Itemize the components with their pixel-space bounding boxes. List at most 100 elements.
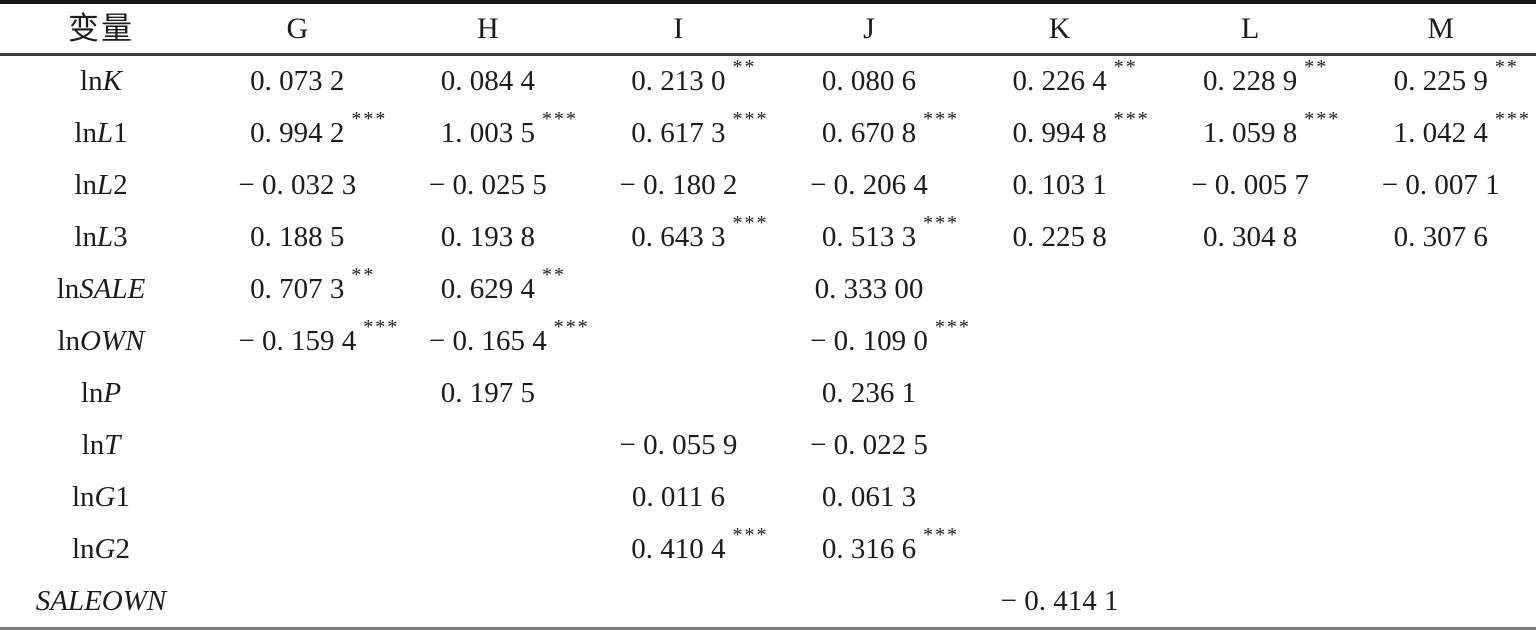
row-label-prefix: ln — [81, 428, 105, 461]
coefficient-cell: − 0. 007 1 — [1345, 171, 1536, 200]
table-row: lnL3 0. 188 5 0. 193 8 0. 643 3 *** 0. 513 3 *… — [0, 212, 1536, 264]
significance-stars: *** — [732, 523, 769, 546]
coefficient-number: − 0. 414 1 — [1000, 584, 1119, 617]
row-label-prefix: ln — [74, 221, 97, 254]
coefficient-value: 0. 994 8 *** — [1012, 109, 1147, 148]
row-label-prefix: ln — [80, 65, 103, 98]
significance-stars: *** — [1494, 108, 1531, 131]
coefficient-number: 0. 225 9 — [1393, 65, 1488, 98]
row-label-prefix: ln — [57, 324, 81, 357]
coefficient-cell: 1. 003 5 *** — [393, 109, 584, 148]
significance-stars: ** — [1494, 56, 1519, 79]
row-label: lnK — [0, 67, 202, 96]
coefficient-number: 0. 188 5 — [250, 221, 345, 254]
table-row: lnL2 − 0. 032 3 − 0. 025 5 − 0. 180 2 − 0. 2… — [0, 160, 1536, 212]
row-label-prefix: ln — [74, 169, 97, 202]
coefficient-value: − 0. 025 5 — [429, 171, 547, 200]
coefficient-cell: 0. 226 4 ** — [964, 57, 1155, 98]
coefficient-cell: 0. 225 8 — [964, 223, 1155, 252]
coefficient-value: − 0. 007 1 — [1382, 171, 1500, 200]
significance-stars: *** — [553, 315, 590, 338]
row-label-prefix: ln — [56, 273, 80, 306]
significance-stars: *** — [923, 523, 960, 546]
coefficient-value: − 0. 159 4 *** — [238, 317, 397, 356]
coefficient-number: 0. 073 2 — [250, 65, 345, 98]
coefficient-number: 0. 225 8 — [1012, 221, 1107, 254]
coefficient-number: − 0. 032 3 — [238, 169, 357, 202]
coefficient-cell: 0. 073 2 — [202, 67, 393, 96]
coefficient-number: 0. 307 6 — [1393, 221, 1488, 254]
coefficient-value: − 0. 055 9 — [619, 430, 737, 460]
row-label: lnSALE — [0, 275, 202, 304]
row-label-prefix: ln — [71, 480, 95, 513]
coefficient-value: 0. 316 6 *** — [821, 525, 957, 565]
row-label-suffix: 3 — [113, 221, 128, 254]
coefficient-value: 0. 707 3 ** — [250, 265, 373, 304]
row-label-suffix: 2 — [113, 169, 128, 202]
coefficient-number: 0. 617 3 — [631, 117, 726, 150]
coefficient-cell: 0. 084 4 — [393, 67, 584, 96]
coefficient-cell: 0. 193 8 — [393, 223, 584, 252]
row-label-prefix: ln — [74, 117, 97, 150]
coefficient-cell: 0. 080 6 — [774, 67, 965, 96]
column-header-h: H — [477, 11, 499, 45]
coefficient-value: − 0. 165 4 *** — [428, 317, 588, 357]
coefficient-value: 0. 994 2 *** — [250, 109, 385, 148]
row-label: lnL1 — [0, 119, 202, 148]
coefficient-number: − 0. 109 0 — [810, 324, 928, 357]
coefficient-number: 0. 236 1 — [821, 376, 917, 409]
significance-stars: *** — [732, 108, 769, 131]
coefficient-number: − 0. 005 7 — [1191, 169, 1310, 202]
coefficient-value: 0. 226 4 ** — [1012, 57, 1135, 98]
significance-stars: *** — [351, 108, 388, 131]
coefficient-number: − 0. 180 2 — [619, 169, 738, 202]
coefficient-cell: 1. 059 8 *** — [1155, 109, 1346, 148]
row-label-it: SALEOWN — [35, 584, 167, 617]
column-header-k: K — [1048, 11, 1071, 45]
coefficient-number: − 0. 025 5 — [428, 169, 547, 202]
row-label: SALEOWN — [0, 584, 202, 617]
coefficient-value: 0. 061 3 — [822, 482, 916, 512]
row-label-it: OWN — [80, 324, 145, 357]
row-label-it: G — [94, 532, 116, 565]
coefficient-value: 0. 225 9 ** — [1393, 57, 1517, 98]
coefficient-value: 0. 670 8 *** — [821, 109, 957, 150]
coefficient-value: 0. 213 0 ** — [631, 57, 754, 98]
row-label-it: L — [96, 221, 114, 254]
coefficient-number: 0. 316 6 — [821, 532, 917, 565]
coefficient-value: 0. 643 3 *** — [631, 213, 766, 254]
row-label-it: T — [104, 428, 121, 461]
column-header-g: G — [286, 11, 309, 45]
column-header-m: M — [1427, 11, 1455, 45]
table-row: lnOWN − 0. 159 4 *** − 0. 165 4 *** − 0. 109 … — [0, 316, 1536, 368]
row-label-it: L — [96, 169, 114, 202]
coefficient-number: 0. 213 0 — [631, 65, 726, 98]
coefficient-cell: − 0. 159 4 *** — [202, 317, 397, 356]
coefficient-cell: − 0. 055 9 — [583, 430, 774, 460]
coefficient-cell: 0. 670 8 *** — [774, 109, 965, 150]
significance-stars: *** — [923, 212, 960, 235]
significance-stars: ** — [541, 264, 566, 287]
coefficient-cell: 0. 707 3 ** — [202, 265, 393, 304]
coefficient-number: − 0. 165 4 — [428, 324, 547, 357]
coefficient-number: 0. 226 4 — [1012, 65, 1107, 98]
significance-stars: ** — [351, 264, 376, 287]
coefficient-cell: 0. 316 6 *** — [774, 525, 965, 565]
row-label-it: G — [94, 480, 116, 513]
coefficient-number: 0. 643 3 — [631, 221, 726, 254]
significance-stars: *** — [1304, 108, 1341, 131]
column-header-l: L — [1240, 11, 1260, 45]
significance-stars: *** — [1113, 108, 1150, 131]
row-label-prefix: ln — [71, 532, 95, 565]
table-header-row: 变量 G H I J K L M — [0, 4, 1536, 56]
coefficient-number: 0. 304 8 — [1203, 221, 1298, 254]
significance-stars: *** — [541, 108, 578, 131]
coefficient-cell: 0. 643 3 *** — [583, 213, 774, 254]
row-label-it: SALE — [79, 273, 146, 306]
significance-stars: *** — [923, 108, 960, 131]
coefficient-cell: 0. 188 5 — [202, 223, 393, 252]
coefficient-number: 0. 197 5 — [440, 376, 535, 409]
coefficient-number: 0. 670 8 — [821, 117, 917, 150]
